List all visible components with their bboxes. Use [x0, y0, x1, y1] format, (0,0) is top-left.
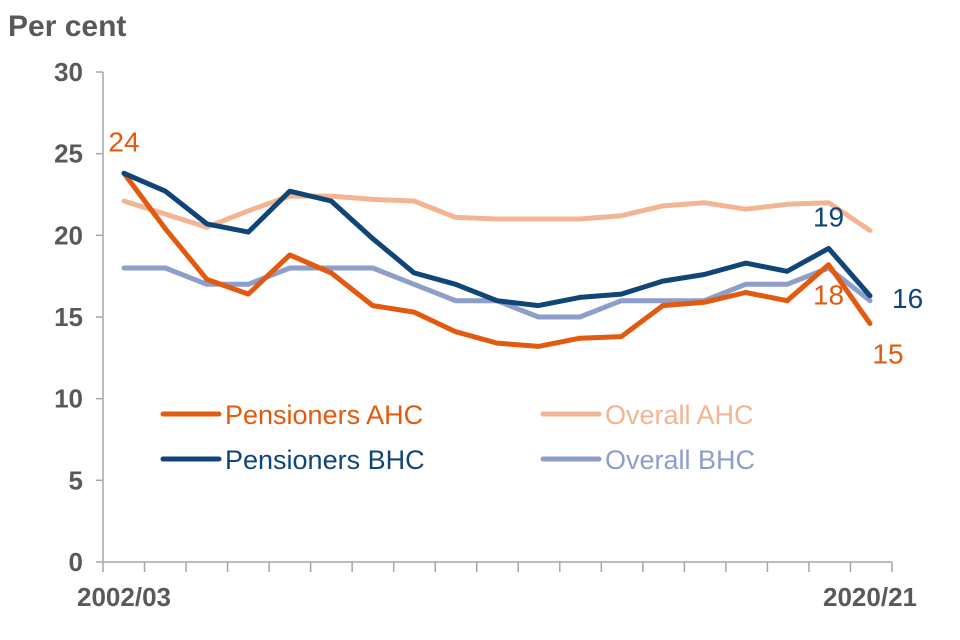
y-tick-label: 30 [54, 57, 83, 87]
series-lines [121, 170, 873, 349]
x-tick-label: 2002/03 [77, 582, 171, 612]
series-line-overall-ahc [121, 193, 873, 233]
legend-item: Overall AHC [540, 400, 754, 430]
series-line-pensioners-bhc [121, 170, 873, 309]
x-axis: 2002/03 2020/21 [77, 561, 917, 612]
legend-item: Overall BHC [540, 445, 755, 475]
legend: Pensioners AHC Overall AHC Pensioners BHC O… [160, 400, 755, 475]
data-label: 24 [108, 126, 139, 157]
y-axis-unit-label: Per cent [8, 10, 126, 43]
legend-item: Pensioners BHC [160, 445, 425, 475]
y-tick-label: 5 [69, 465, 83, 495]
data-labels: 24 19 16 18 15 [108, 126, 923, 369]
legend-label: Overall AHC [605, 400, 754, 430]
legend-label: Pensioners AHC [225, 400, 423, 430]
legend-label: Pensioners BHC [225, 445, 425, 475]
data-label: 16 [892, 283, 923, 314]
y-tick-label: 0 [69, 547, 83, 577]
series-line-pensioners-ahc [121, 170, 873, 349]
legend-item: Pensioners AHC [160, 400, 423, 430]
y-tick-label: 10 [54, 384, 83, 414]
data-label: 19 [813, 201, 844, 232]
y-tick-label: 15 [54, 302, 83, 332]
y-axis: 0 5 10 15 20 25 30 [54, 57, 104, 577]
y-tick-label: 25 [54, 139, 83, 169]
x-tick-label: 2020/21 [823, 582, 917, 612]
y-tick-label: 20 [54, 220, 83, 250]
legend-label: Overall BHC [605, 445, 755, 475]
data-label: 15 [872, 339, 903, 370]
data-label: 18 [813, 280, 844, 311]
